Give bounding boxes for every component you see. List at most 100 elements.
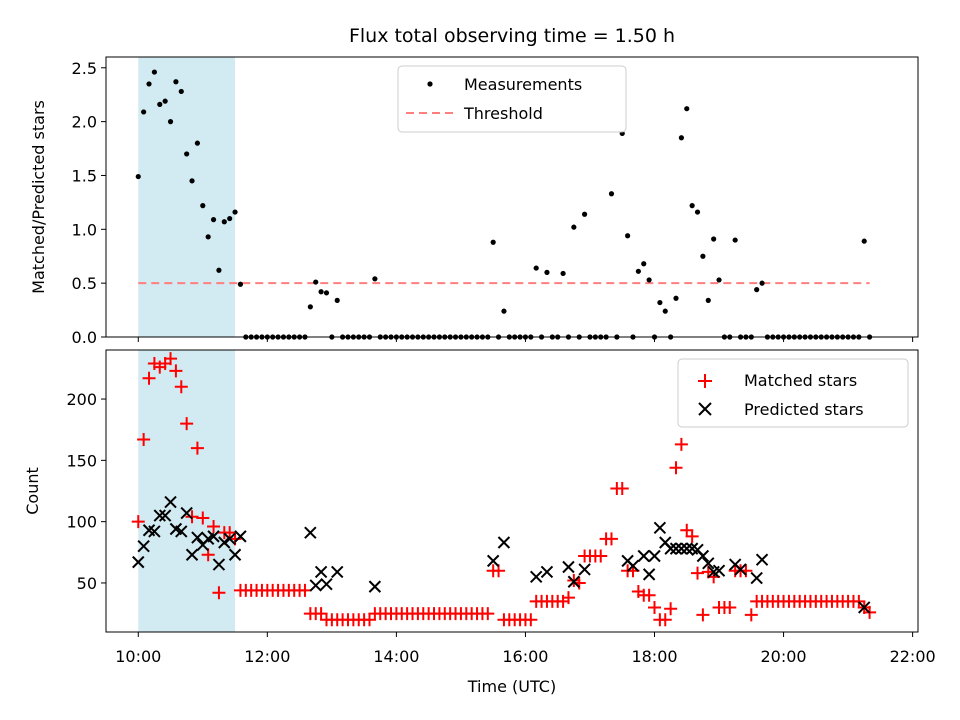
matched-star-point (648, 600, 662, 614)
measurement-point (635, 268, 641, 274)
matched-star-point (691, 566, 705, 580)
measurement-point (716, 277, 722, 283)
measurement-point (501, 308, 507, 314)
measurement-point (625, 233, 631, 239)
matched-star-point (362, 613, 376, 627)
predicted-star-point (368, 580, 382, 593)
measurement-point (313, 279, 319, 285)
matched-star-point (298, 583, 312, 597)
measurement-point (157, 101, 163, 107)
matched-star-point (481, 607, 495, 621)
measurement-point (323, 290, 330, 296)
matched-star-point (674, 437, 688, 451)
top-y-tick-label: 0.0 (72, 328, 97, 347)
matched-star-point (615, 482, 629, 496)
measurement-point (759, 280, 765, 286)
matched-star-point (744, 608, 758, 622)
measurement-point (711, 236, 717, 242)
bottom-y-tick-label: 100 (66, 513, 97, 532)
measurement-point (334, 297, 340, 303)
predicted-star-point (207, 530, 220, 543)
measurement-point (372, 276, 378, 282)
predicted-star-point (132, 555, 145, 569)
measurement-point (689, 203, 695, 209)
measurement-point (318, 289, 324, 295)
predicted-star-point (309, 579, 322, 592)
measurement-point (237, 281, 244, 287)
top-y-tick-label: 0.5 (72, 274, 97, 293)
predicted-star-point (664, 542, 677, 555)
bottom-legend: Matched stars Predicted stars (677, 358, 909, 428)
measurement-point (200, 203, 206, 209)
measurement-point (227, 215, 233, 222)
predicted-star-point (304, 526, 317, 539)
bottom-legend-box (677, 358, 909, 428)
measurement-point (705, 297, 711, 303)
top-legend: Measurements Threshold (397, 65, 627, 133)
top-highlight-span (138, 57, 236, 337)
top-y-tick-label: 1.0 (72, 220, 97, 239)
predicted-star-point (734, 563, 747, 576)
predicted-star-point (148, 525, 161, 538)
measurement-point (210, 217, 217, 223)
predicted-star-point (191, 531, 204, 544)
bottom-y-tick-label: 50 (77, 574, 97, 593)
top-panel: 0.0 0.5 1.0 1.5 2.0 2.5 Flux total observing … (29, 25, 919, 347)
measurement-point (146, 81, 152, 87)
predicted-star-point (175, 525, 188, 538)
measurement-point (184, 151, 190, 157)
top-y-tick-label: 2.0 (72, 113, 97, 132)
predicted-star-point (712, 564, 726, 577)
measurement-point (657, 299, 663, 306)
measurement-point (678, 135, 684, 141)
predicted-star-point (137, 539, 150, 553)
predicted-star-point (858, 601, 871, 614)
top-plot-frame (105, 56, 919, 338)
predicted-star-point (497, 536, 511, 549)
top-y-axis-label: Matched/Predicted stars (29, 100, 48, 294)
predicted-star-point (320, 577, 333, 591)
matched-star-point (723, 600, 737, 614)
predicted-star-point (153, 509, 166, 522)
bottom-panel: 50 100 150 200 10:00 12:00 14:00 16:00 18:00 20:… (23, 349, 936, 696)
matched-star-point (594, 549, 608, 563)
x-axis-label: Time (UTC) (467, 677, 556, 696)
measurement-point (608, 191, 615, 197)
x-tick-label: 22:00 (890, 647, 936, 666)
matched-star-point (190, 441, 204, 455)
matched-star-point (180, 417, 194, 431)
predicted-star-point (228, 548, 242, 561)
measurement-point (216, 267, 222, 273)
predicted-star-point (626, 559, 640, 572)
measurement-point (173, 79, 179, 85)
x-tick-label: 12:00 (244, 647, 290, 666)
measurement-point (754, 287, 760, 293)
matched-star-point (524, 613, 538, 627)
predicted-star-point (702, 557, 715, 570)
predicted-star-point (180, 506, 193, 520)
matched-star-point (604, 532, 618, 546)
measurement-point (141, 109, 147, 115)
top-y-tick-label: 2.5 (72, 59, 97, 78)
matched-star-point (137, 433, 151, 447)
x-tick-label: 10:00 (115, 647, 161, 666)
measurement-point (571, 224, 577, 230)
predicted-star-point (653, 521, 667, 534)
measurement-point (684, 106, 690, 112)
legend-marker-measurements (427, 81, 433, 87)
legend-marker-predicted (698, 402, 712, 416)
bottom-marks (131, 352, 877, 627)
matched-star-point (685, 529, 699, 543)
predicted-star-point (696, 549, 710, 563)
measurement-point (232, 209, 238, 215)
measurement-point (581, 211, 588, 217)
predicted-star-point (755, 553, 769, 566)
measurement-point (544, 269, 550, 275)
legend-label-threshold: Threshold (463, 104, 543, 123)
matched-star-point (207, 520, 221, 534)
predicted-star-point (578, 563, 591, 576)
matched-star-point (212, 586, 226, 600)
matched-star-point (196, 511, 210, 525)
predicted-star-point (680, 542, 693, 555)
matched-star-point (852, 594, 866, 608)
